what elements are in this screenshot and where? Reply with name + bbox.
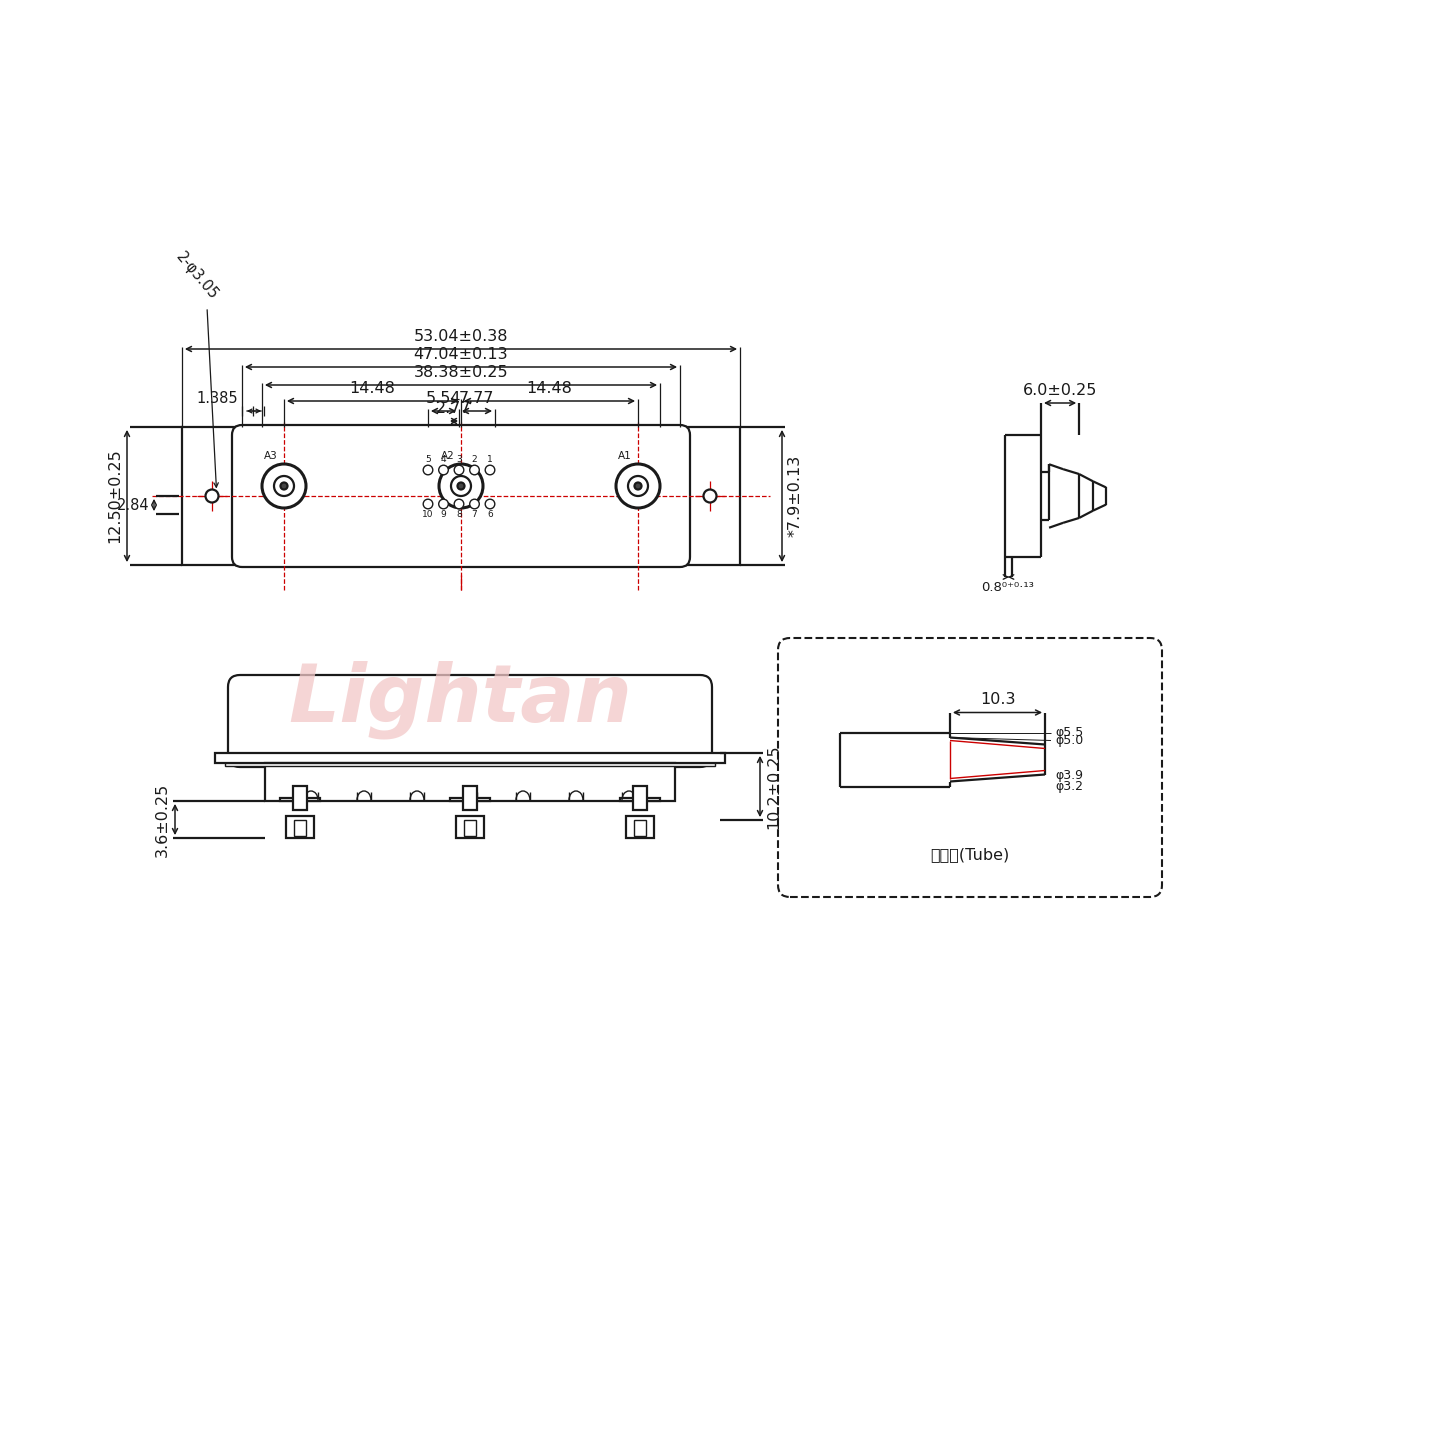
Bar bbox=[634, 786, 647, 809]
Circle shape bbox=[485, 500, 495, 508]
Text: 屏蔽管(Tube): 屏蔽管(Tube) bbox=[930, 848, 1009, 863]
Circle shape bbox=[469, 465, 480, 475]
FancyBboxPatch shape bbox=[228, 675, 711, 768]
Text: 4: 4 bbox=[441, 455, 446, 464]
Text: 8: 8 bbox=[456, 510, 462, 518]
Bar bbox=[626, 816, 654, 838]
Circle shape bbox=[485, 465, 495, 475]
Text: 9: 9 bbox=[441, 510, 446, 518]
Circle shape bbox=[439, 465, 448, 475]
Text: 10.2±0.25: 10.2±0.25 bbox=[766, 744, 780, 829]
Circle shape bbox=[704, 490, 717, 503]
Circle shape bbox=[458, 482, 465, 490]
Circle shape bbox=[469, 500, 480, 508]
Circle shape bbox=[423, 465, 433, 475]
Text: 5: 5 bbox=[425, 455, 431, 464]
Bar bbox=[279, 798, 320, 801]
Bar bbox=[215, 753, 724, 763]
Bar bbox=[621, 798, 660, 801]
Bar bbox=[287, 816, 314, 838]
Bar bbox=[449, 798, 490, 801]
Text: φ5.5: φ5.5 bbox=[1056, 726, 1083, 739]
Text: *7.9±0.13: *7.9±0.13 bbox=[788, 455, 804, 537]
Bar bbox=[634, 819, 647, 837]
Bar bbox=[464, 786, 477, 809]
Circle shape bbox=[451, 477, 471, 495]
Text: 7.77: 7.77 bbox=[459, 392, 495, 406]
Bar bbox=[456, 816, 484, 838]
Circle shape bbox=[274, 477, 294, 495]
FancyBboxPatch shape bbox=[778, 638, 1162, 897]
Text: φ5.0: φ5.0 bbox=[1056, 734, 1083, 747]
Text: φ3.2: φ3.2 bbox=[1056, 780, 1083, 793]
Text: 7: 7 bbox=[472, 510, 478, 518]
Text: 2.84: 2.84 bbox=[118, 497, 150, 513]
Circle shape bbox=[423, 500, 433, 508]
Text: A1: A1 bbox=[618, 451, 632, 461]
Bar bbox=[181, 428, 740, 564]
Text: 2-φ3.05: 2-φ3.05 bbox=[173, 249, 220, 302]
Text: 1: 1 bbox=[487, 455, 492, 464]
Text: 6: 6 bbox=[487, 510, 492, 518]
Bar bbox=[225, 763, 716, 766]
Text: 5.54: 5.54 bbox=[426, 392, 461, 406]
Text: 2.77: 2.77 bbox=[436, 400, 472, 416]
Text: 53.04±0.38: 53.04±0.38 bbox=[413, 328, 508, 344]
Bar bbox=[265, 763, 675, 801]
Circle shape bbox=[635, 482, 641, 490]
Circle shape bbox=[206, 490, 219, 503]
Text: 2: 2 bbox=[472, 455, 477, 464]
Bar bbox=[464, 819, 477, 837]
Circle shape bbox=[439, 464, 482, 508]
Circle shape bbox=[616, 464, 660, 508]
Circle shape bbox=[281, 482, 288, 490]
Text: 38.38±0.25: 38.38±0.25 bbox=[413, 364, 508, 380]
Text: 6.0±0.25: 6.0±0.25 bbox=[1022, 383, 1097, 397]
Text: 10: 10 bbox=[422, 510, 433, 518]
Text: 14.48: 14.48 bbox=[350, 382, 396, 396]
Text: 1.385: 1.385 bbox=[196, 392, 238, 406]
Text: 3.6±0.25: 3.6±0.25 bbox=[156, 782, 170, 857]
Text: 10.3: 10.3 bbox=[979, 693, 1015, 707]
Circle shape bbox=[454, 465, 464, 475]
FancyBboxPatch shape bbox=[232, 425, 690, 567]
Text: 12.50±0.25: 12.50±0.25 bbox=[107, 449, 122, 543]
Text: 0.8⁰⁺⁰·¹³: 0.8⁰⁺⁰·¹³ bbox=[982, 580, 1034, 593]
Circle shape bbox=[454, 500, 464, 508]
Text: φ3.9: φ3.9 bbox=[1056, 769, 1083, 782]
Text: A2: A2 bbox=[441, 451, 455, 461]
Circle shape bbox=[628, 477, 648, 495]
Circle shape bbox=[439, 500, 448, 508]
Text: 14.48: 14.48 bbox=[527, 382, 573, 396]
Text: 3: 3 bbox=[456, 455, 462, 464]
Text: A3: A3 bbox=[264, 451, 278, 461]
Bar bbox=[292, 786, 307, 809]
Text: Lightan: Lightan bbox=[288, 661, 632, 739]
Bar bbox=[294, 819, 305, 837]
Text: 47.04±0.13: 47.04±0.13 bbox=[413, 347, 508, 361]
Circle shape bbox=[262, 464, 305, 508]
